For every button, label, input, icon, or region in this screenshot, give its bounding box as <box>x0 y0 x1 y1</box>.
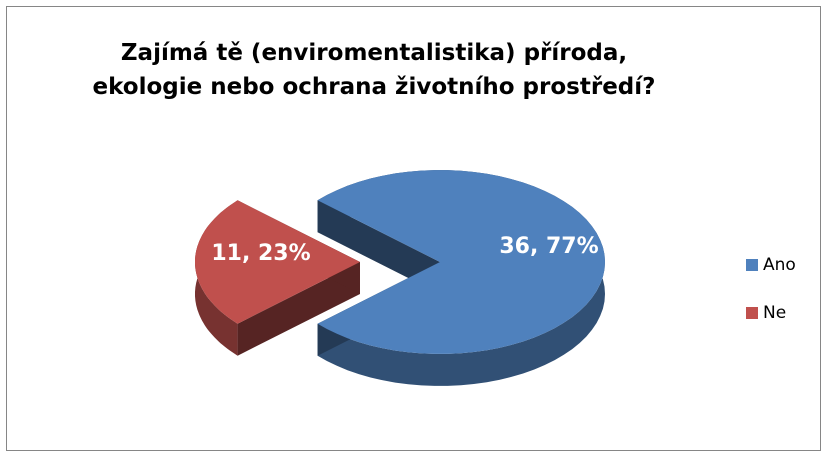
slice-cut-face <box>237 262 360 356</box>
slice-cut-face <box>317 200 440 294</box>
chart-title: Zajímá tě (enviromentalistika) příroda, … <box>92 40 656 100</box>
legend-label: Ano <box>763 255 796 275</box>
data-label: 36, 77% <box>499 234 598 259</box>
legend-label: Ne <box>763 303 786 323</box>
slice <box>317 170 605 354</box>
legend-swatch <box>746 307 758 319</box>
slice <box>195 200 360 324</box>
legend-swatch <box>746 259 758 271</box>
data-label: 11, 23% <box>211 241 310 266</box>
